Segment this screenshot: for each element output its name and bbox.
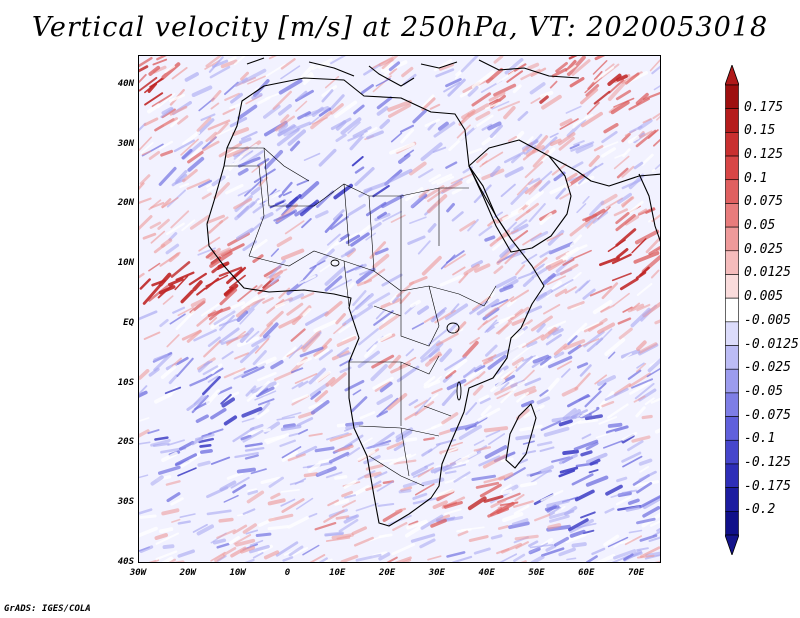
europe-coastline bbox=[246, 57, 580, 87]
lat-tick-label: 20N bbox=[117, 198, 134, 209]
lon-tick-label: 20W bbox=[179, 568, 196, 578]
lon-tick-label: 40E bbox=[478, 568, 495, 578]
colorbar-segment bbox=[725, 226, 739, 252]
madagascar-coastline bbox=[505, 403, 537, 469]
lake-chad bbox=[330, 259, 340, 267]
colorbar-segment bbox=[725, 297, 739, 323]
grads-credit: GrADS: IGES/COLA bbox=[4, 604, 91, 614]
lon-tick-label: 70E bbox=[627, 568, 645, 578]
colorbar-segment bbox=[725, 321, 739, 346]
colorbar-tick-label: -0.025 bbox=[744, 360, 791, 376]
colorbar-tick-label: 0.005 bbox=[744, 289, 784, 305]
colorbar-tick-label: -0.05 bbox=[744, 383, 784, 399]
lat-tick-label: 20S bbox=[117, 437, 134, 448]
colorbar-segment bbox=[725, 416, 739, 441]
lon-tick-label: 50E bbox=[528, 568, 545, 578]
colorbar-tick-label: 0.125 bbox=[744, 147, 784, 163]
colorbar-tick-label: 0.15 bbox=[744, 123, 776, 139]
velocity-field-layer bbox=[139, 56, 660, 562]
colorbar-tick-label: -0.175 bbox=[744, 478, 791, 494]
country-borders-layer bbox=[224, 147, 497, 487]
lat-tick-label: 40S bbox=[117, 557, 134, 567]
colorbar-segment bbox=[725, 132, 739, 157]
colorbar-segment bbox=[725, 250, 739, 275]
coastline-layer bbox=[206, 57, 660, 527]
border-lines-north bbox=[224, 147, 469, 291]
lat-tick-label: 30S bbox=[117, 497, 134, 508]
lon-tick-label: 10W bbox=[229, 568, 246, 578]
colorbar-tick-label: 0.025 bbox=[744, 241, 784, 257]
border-lines-south bbox=[349, 355, 452, 487]
colorbar-tick-label: 0.075 bbox=[744, 194, 784, 210]
lon-tick-label: 0 bbox=[284, 568, 291, 578]
colorbar-segment bbox=[725, 155, 739, 181]
lon-tick-label: 60E bbox=[578, 568, 595, 578]
colorbar-segment bbox=[725, 274, 739, 299]
colorbar-tick-label: -0.0125 bbox=[744, 336, 799, 352]
lat-tick-label: 10N bbox=[117, 258, 134, 269]
lake-victoria bbox=[446, 322, 460, 334]
colorbar-bottom-arrow bbox=[725, 534, 739, 555]
colorbar-segment bbox=[725, 345, 739, 370]
colorbar-tick-label: -0.2 bbox=[744, 502, 776, 518]
red-sea bbox=[468, 165, 512, 240]
colorbar-tick-label: 0.175 bbox=[744, 99, 784, 115]
lake-malawi bbox=[456, 381, 462, 401]
colorbar-tick-label: -0.005 bbox=[744, 312, 791, 328]
lakes-layer bbox=[330, 259, 462, 401]
colorbar-segment bbox=[725, 392, 739, 417]
lat-tick-label: 10S bbox=[117, 377, 134, 388]
india-coastline bbox=[638, 173, 660, 242]
lon-tick-label: 30E bbox=[428, 568, 445, 578]
colorbar-tick-label: 0.0125 bbox=[744, 265, 791, 281]
lon-tick-label: 30W bbox=[129, 568, 147, 578]
colorbar-segment bbox=[725, 463, 739, 488]
lat-tick-label: 40N bbox=[117, 78, 134, 89]
colorbar-segment bbox=[725, 368, 739, 394]
colorbar-tick-label: -0.125 bbox=[744, 454, 791, 470]
map-svg bbox=[139, 56, 660, 562]
border-lines-central bbox=[248, 250, 497, 347]
colorbar-tick-label: -0.1 bbox=[744, 431, 776, 447]
lat-tick-label: 30N bbox=[117, 138, 134, 149]
colorbar bbox=[725, 65, 739, 555]
colorbar-segment bbox=[725, 203, 739, 228]
persian-gulf bbox=[548, 155, 660, 187]
map-plot-area bbox=[138, 55, 661, 563]
colorbar-segment bbox=[725, 511, 739, 536]
colorbar-segment bbox=[725, 108, 739, 133]
lon-tick-label: 20E bbox=[378, 568, 396, 578]
chart-title: Vertical velocity [m/s] at 250hPa, VT: 2… bbox=[31, 12, 769, 43]
colorbar-tick-label: 0.1 bbox=[744, 170, 768, 186]
colorbar-segment bbox=[725, 439, 739, 465]
colorbar-top-arrow bbox=[725, 65, 739, 86]
lat-tick-label: EQ bbox=[123, 317, 134, 328]
colorbar-segment bbox=[725, 179, 739, 204]
colorbar-tick-label: 0.05 bbox=[744, 218, 776, 234]
lon-tick-label: 10E bbox=[329, 568, 346, 578]
arabia-coastline bbox=[468, 139, 572, 253]
africa-coastline bbox=[206, 77, 545, 527]
colorbar-segment bbox=[725, 487, 739, 512]
colorbar-segment bbox=[725, 84, 739, 109]
colorbar-tick-label: -0.075 bbox=[744, 407, 791, 423]
